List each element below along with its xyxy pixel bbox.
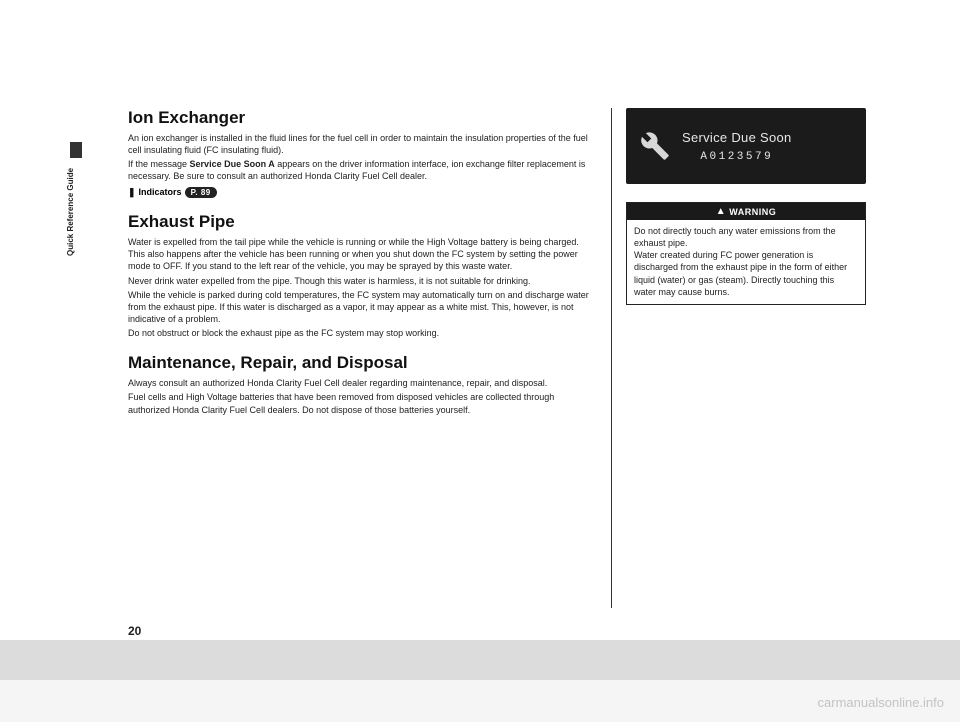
display-line1: Service Due Soon <box>682 130 792 145</box>
footer-bar <box>0 640 960 680</box>
right-column: Service Due Soon A0123579 ▲ WARNING Do n… <box>626 108 866 305</box>
paragraph: Never drink water expelled from the pipe… <box>128 275 598 287</box>
page-ref-badge: P. 89 <box>185 187 217 199</box>
warning-box: ▲ WARNING Do not directly touch any wate… <box>626 202 866 305</box>
text-bold: Service Due Soon A <box>190 159 275 169</box>
content-area: Quick Reference Guide Ion Exchanger An i… <box>0 0 960 640</box>
paragraph: Fuel cells and High Voltage batteries th… <box>128 391 598 415</box>
section-maintenance: Maintenance, Repair, and Disposal Always… <box>128 353 598 415</box>
cross-reference: ❚ Indicators P. 89 <box>128 187 598 199</box>
warning-header: ▲ WARNING <box>627 203 865 220</box>
side-section-label: Quick Reference Guide <box>66 168 78 368</box>
cross-ref-label: Indicators <box>139 187 182 197</box>
column-divider <box>611 108 612 608</box>
warning-text: Do not directly touch any water emission… <box>634 225 858 249</box>
dashboard-display-illustration: Service Due Soon A0123579 <box>626 108 866 184</box>
section-ion-exchanger: Ion Exchanger An ion exchanger is instal… <box>128 108 598 198</box>
warning-body: Do not directly touch any water emission… <box>627 220 865 304</box>
heading-ion-exchanger: Ion Exchanger <box>128 108 598 128</box>
section-exhaust-pipe: Exhaust Pipe Water is expelled from the … <box>128 212 598 339</box>
display-line2: A0123579 <box>682 151 792 163</box>
paragraph: Always consult an authorized Honda Clari… <box>128 377 598 389</box>
warning-title: WARNING <box>729 207 776 217</box>
page: Quick Reference Guide Ion Exchanger An i… <box>0 0 960 722</box>
paragraph: Do not obstruct or block the exhaust pip… <box>128 327 598 339</box>
warning-triangle-icon: ▲ <box>716 206 726 217</box>
display-text-group: Service Due Soon A0123579 <box>682 130 792 163</box>
page-number: 20 <box>128 624 141 638</box>
paragraph: While the vehicle is parked during cold … <box>128 289 598 325</box>
paragraph: Water is expelled from the tail pipe whi… <box>128 236 598 272</box>
paragraph: An ion exchanger is installed in the flu… <box>128 132 598 156</box>
heading-exhaust-pipe: Exhaust Pipe <box>128 212 598 232</box>
wrench-icon <box>640 131 670 161</box>
side-tab-marker <box>70 142 82 158</box>
main-column: Ion Exchanger An ion exchanger is instal… <box>128 108 598 430</box>
paragraph: If the message Service Due Soon A appear… <box>128 158 598 182</box>
arrow-icon: ❚ <box>128 187 136 198</box>
text: If the message <box>128 159 190 169</box>
heading-maintenance: Maintenance, Repair, and Disposal <box>128 353 598 373</box>
watermark: carmanualsonline.info <box>818 695 944 710</box>
warning-text: Water created during FC power generation… <box>634 249 858 298</box>
